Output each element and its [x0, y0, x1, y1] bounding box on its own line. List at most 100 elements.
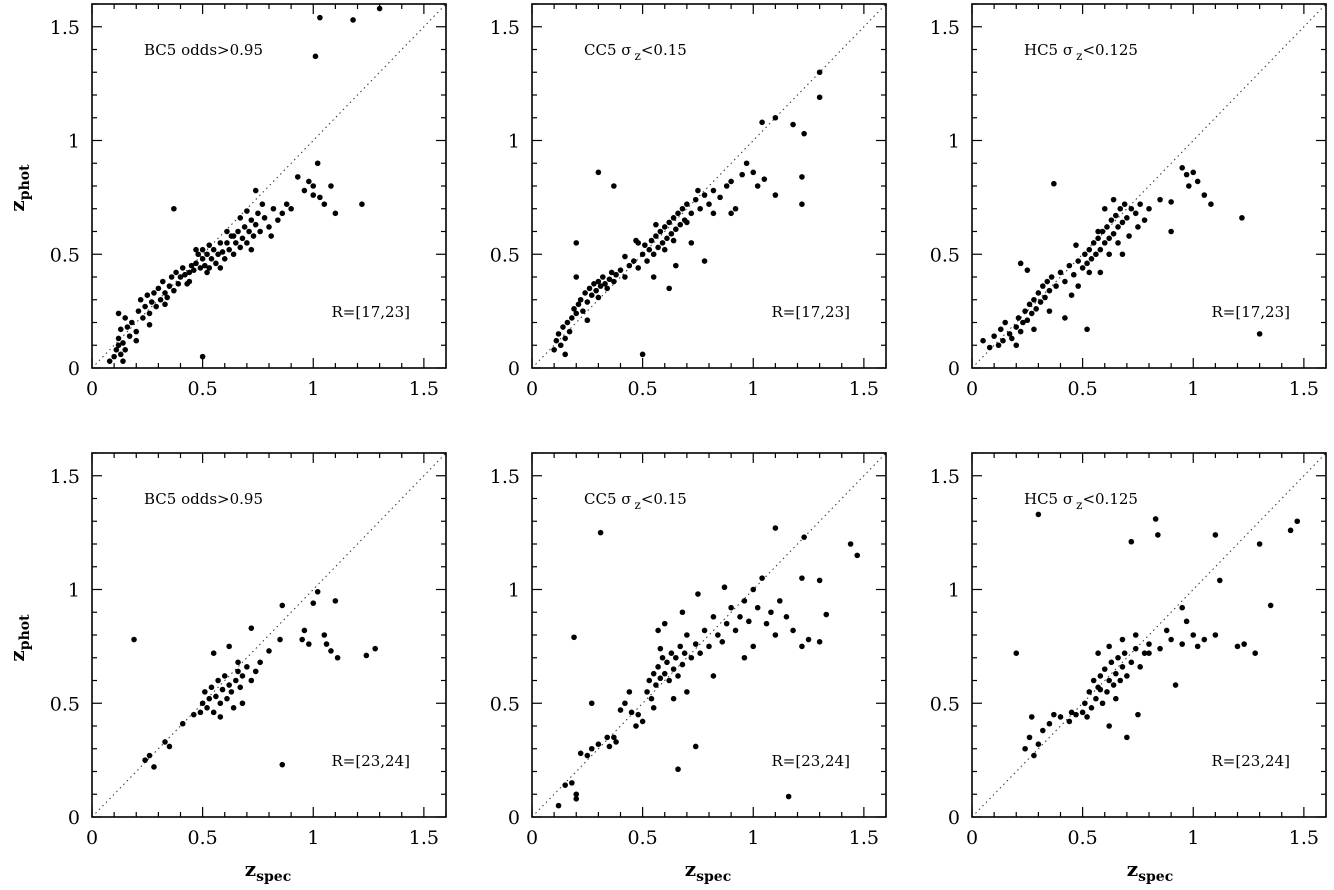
data-point: [602, 281, 608, 287]
x-tick-label: 0.5: [188, 378, 218, 400]
data-point: [681, 650, 688, 656]
data-point: [146, 321, 153, 328]
data-point: [122, 347, 128, 353]
panel-label: CC5 σ z<0.15: [584, 41, 687, 63]
data-point: [1057, 269, 1064, 276]
data-point: [312, 53, 319, 60]
data-point: [617, 267, 624, 273]
data-point: [1006, 331, 1013, 337]
data-point: [980, 337, 986, 344]
x-tick-label: 0.5: [188, 827, 218, 849]
data-point: [270, 205, 277, 212]
data-point: [595, 278, 602, 285]
data-point: [1179, 604, 1185, 611]
data-point: [359, 201, 365, 207]
data-point: [573, 796, 580, 802]
data-point: [1119, 251, 1126, 258]
data-point: [1068, 709, 1075, 716]
data-point: [1026, 734, 1033, 741]
data-point: [1124, 215, 1130, 221]
data-point: [332, 210, 339, 217]
data-point: [1040, 727, 1046, 734]
data-point: [1013, 324, 1020, 330]
data-point: [235, 659, 241, 666]
y-tick-label: 0.5: [50, 693, 80, 715]
data-point: [1104, 224, 1110, 230]
data-point: [823, 611, 830, 618]
data-point: [314, 160, 321, 167]
data-point: [173, 269, 179, 276]
data-point: [573, 310, 580, 317]
data-point: [279, 761, 286, 768]
data-point: [555, 331, 562, 337]
data-point: [199, 353, 206, 360]
data-point: [210, 650, 217, 656]
data-point: [1146, 641, 1152, 647]
data-point: [1108, 217, 1115, 223]
data-point: [595, 294, 602, 301]
data-point: [160, 278, 166, 285]
data-point: [653, 221, 659, 228]
data-point: [710, 673, 717, 679]
data-point: [1135, 711, 1141, 718]
data-point: [372, 645, 379, 652]
x-tick-label: 0: [86, 378, 98, 400]
data-point: [1104, 689, 1110, 695]
data-point: [117, 351, 124, 358]
data-point: [580, 308, 586, 314]
y-tick-label: 0.5: [490, 693, 520, 715]
data-point: [1084, 260, 1090, 267]
x-tick-label: 1.5: [1289, 827, 1319, 849]
data-point: [664, 659, 670, 666]
data-point: [1097, 686, 1104, 693]
data-point: [562, 782, 568, 788]
data-point: [754, 183, 761, 189]
data-point: [577, 750, 584, 757]
data-point: [1239, 215, 1245, 221]
data-point: [306, 641, 312, 647]
data-point: [1026, 301, 1033, 308]
data-point: [226, 682, 232, 688]
data-point: [611, 278, 617, 285]
data-point: [217, 240, 224, 246]
panel-label: HC5 σ z<0.125: [1024, 490, 1138, 512]
data-point: [777, 598, 783, 604]
data-point: [657, 675, 664, 682]
data-point: [1146, 650, 1152, 656]
data-point: [153, 303, 159, 310]
data-point: [1172, 682, 1179, 688]
data-point: [772, 525, 779, 531]
data-point: [675, 210, 681, 217]
data-point: [301, 627, 308, 634]
data-point: [1113, 670, 1119, 677]
data-point: [584, 317, 591, 324]
data-point: [294, 174, 301, 180]
data-point: [1090, 677, 1097, 684]
y-tick-label: 1.5: [930, 17, 960, 39]
data-point: [283, 201, 290, 207]
data-point: [586, 285, 593, 292]
data-point: [717, 194, 723, 201]
y-tick-label: 1: [508, 580, 520, 602]
data-point: [657, 228, 664, 235]
data-point: [137, 296, 144, 303]
data-point: [208, 684, 215, 691]
scatter-panel: 0 0.5 1 1.5 0 0.5 1 1.5 BC5 odds>0.95 R=[17,23]: [50, 3, 447, 400]
data-point: [162, 290, 168, 296]
data-point: [155, 285, 162, 292]
data-point: [252, 221, 259, 228]
data-point: [801, 130, 807, 137]
data-point: [661, 246, 668, 253]
data-point: [655, 627, 661, 634]
data-point: [299, 636, 305, 643]
data-point: [1179, 641, 1185, 647]
data-point: [1110, 230, 1117, 237]
data-point: [653, 233, 659, 239]
data-point: [113, 347, 120, 353]
data-point: [115, 342, 122, 349]
data-point: [1101, 205, 1108, 212]
data-point: [1062, 315, 1068, 321]
data-point: [306, 178, 312, 185]
data-point: [741, 654, 748, 661]
data-point: [566, 328, 573, 335]
